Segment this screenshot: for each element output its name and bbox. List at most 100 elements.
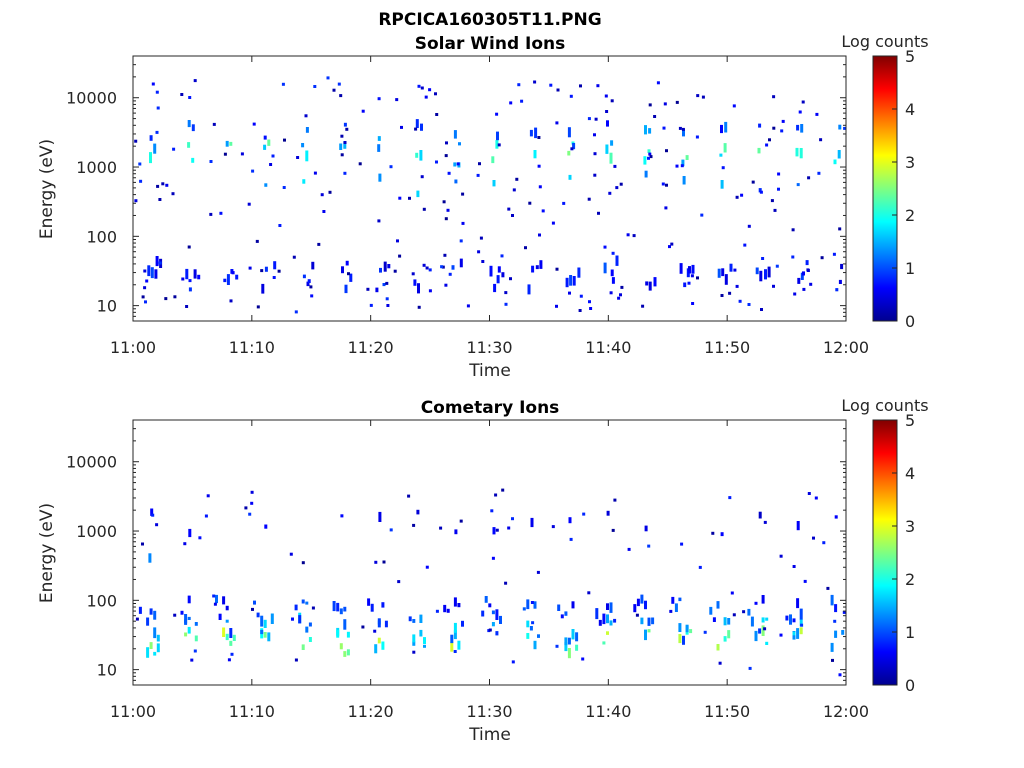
heatmap-cell bbox=[538, 185, 542, 189]
heatmap-cell bbox=[763, 627, 767, 631]
heatmap-cell bbox=[798, 110, 802, 114]
heatmap-cell bbox=[761, 625, 765, 636]
heatmap-cell bbox=[476, 173, 480, 177]
heatmap-cell bbox=[343, 122, 347, 127]
heatmap-cell bbox=[313, 85, 317, 88]
heatmap-cell bbox=[805, 260, 809, 266]
heatmap-cell bbox=[747, 224, 751, 228]
heatmap-cell bbox=[385, 297, 389, 301]
heatmap-cell bbox=[526, 633, 530, 639]
heatmap-cell bbox=[511, 517, 514, 521]
heatmap-cell bbox=[617, 296, 621, 300]
heatmap-cell bbox=[161, 182, 165, 186]
heatmap-cell bbox=[446, 608, 450, 613]
heatmap-cell bbox=[298, 615, 302, 624]
heatmap-cell bbox=[765, 641, 769, 645]
heatmap-cell bbox=[222, 627, 226, 637]
heatmap-cell bbox=[229, 299, 233, 303]
heatmap-cell bbox=[653, 277, 657, 287]
heatmap-cell bbox=[292, 255, 296, 259]
x-tick-label: 11:00 bbox=[110, 702, 156, 721]
heatmap-cell bbox=[534, 127, 538, 139]
heatmap-cell bbox=[789, 614, 792, 625]
heatmap-cell bbox=[681, 159, 685, 167]
heatmap-cell bbox=[572, 276, 576, 286]
heatmap-cell bbox=[420, 123, 423, 131]
x-tick-label: 11:50 bbox=[704, 338, 750, 357]
heatmap-cell bbox=[606, 603, 609, 610]
heatmap-cell bbox=[582, 512, 586, 516]
heatmap-cell bbox=[367, 598, 371, 606]
heatmap-cell bbox=[785, 615, 789, 621]
heatmap-cell bbox=[149, 608, 153, 615]
heatmap-cell bbox=[156, 106, 160, 110]
heatmap-cell bbox=[185, 305, 189, 308]
heatmap-cell bbox=[309, 285, 313, 289]
heatmap-cell bbox=[226, 274, 230, 285]
heatmap-cell bbox=[412, 619, 416, 623]
heatmap-cell bbox=[369, 303, 373, 307]
heatmap-cell bbox=[555, 304, 558, 308]
heatmap-cell bbox=[395, 98, 399, 102]
heatmap-cell bbox=[799, 627, 803, 635]
heatmap-cell bbox=[611, 528, 615, 532]
cometary-colorbar: 0 1 2 3 4 5 bbox=[872, 411, 915, 695]
heatmap-cell bbox=[184, 614, 188, 625]
heatmap-cell bbox=[830, 594, 834, 606]
heatmap-cell bbox=[569, 537, 573, 541]
heatmap-cell bbox=[685, 155, 689, 160]
heatmap-cell bbox=[557, 604, 561, 611]
heatmap-cell bbox=[721, 166, 725, 170]
heatmap-cell bbox=[512, 188, 516, 192]
heatmap-cell bbox=[504, 581, 508, 585]
heatmap-cell bbox=[138, 606, 142, 614]
heatmap-cell bbox=[793, 292, 797, 296]
heatmap-cell bbox=[619, 182, 623, 186]
heatmap-cell bbox=[549, 83, 553, 87]
heatmap-cell bbox=[507, 526, 511, 530]
heatmap-cell bbox=[724, 121, 728, 133]
heatmap-cell bbox=[347, 272, 350, 276]
heatmap-cell bbox=[645, 281, 649, 286]
heatmap-cell bbox=[533, 80, 537, 84]
heatmap-cell bbox=[647, 544, 651, 548]
heatmap-cell bbox=[763, 520, 767, 524]
heatmap-cell bbox=[305, 626, 309, 633]
x-tick-label: 12:00 bbox=[823, 338, 869, 357]
heatmap-cell bbox=[777, 172, 781, 176]
heatmap-cell bbox=[263, 619, 267, 628]
x-tick-label: 11:50 bbox=[704, 702, 750, 721]
heatmap-cell bbox=[567, 150, 571, 156]
heatmap-cell bbox=[213, 602, 217, 606]
heatmap-cell bbox=[417, 305, 421, 309]
heatmap-cell bbox=[814, 496, 818, 500]
heatmap-cell bbox=[568, 174, 572, 180]
heatmap-cell bbox=[253, 600, 256, 605]
heatmap-cell bbox=[602, 641, 606, 645]
heatmap-cell bbox=[477, 250, 481, 254]
heatmap-cell bbox=[212, 594, 216, 598]
heatmap-cell bbox=[529, 129, 533, 137]
heatmap-cell bbox=[569, 94, 573, 98]
heatmap-cell bbox=[156, 184, 160, 188]
colorbar-tick-label: 0 bbox=[905, 676, 915, 695]
heatmap-cell bbox=[378, 173, 382, 182]
heatmap-cell bbox=[229, 141, 233, 146]
heatmap-cell bbox=[251, 607, 254, 611]
heatmap-cell bbox=[675, 164, 679, 168]
heatmap-cell bbox=[688, 266, 691, 272]
heatmap-cell bbox=[311, 261, 315, 270]
heatmap-cell bbox=[648, 128, 652, 134]
heatmap-cell bbox=[757, 147, 761, 154]
heatmap-cell bbox=[681, 127, 685, 131]
heatmap-cell bbox=[812, 536, 815, 540]
heatmap-cell bbox=[822, 541, 826, 545]
heatmap-cell bbox=[457, 640, 461, 650]
heatmap-cell bbox=[712, 617, 716, 622]
heatmap-cell bbox=[596, 84, 600, 88]
heatmap-cell bbox=[398, 196, 402, 200]
heatmap-cell bbox=[718, 661, 722, 665]
heatmap-cell bbox=[423, 637, 426, 644]
heatmap-cell bbox=[720, 294, 724, 297]
heatmap-cell bbox=[209, 160, 213, 163]
